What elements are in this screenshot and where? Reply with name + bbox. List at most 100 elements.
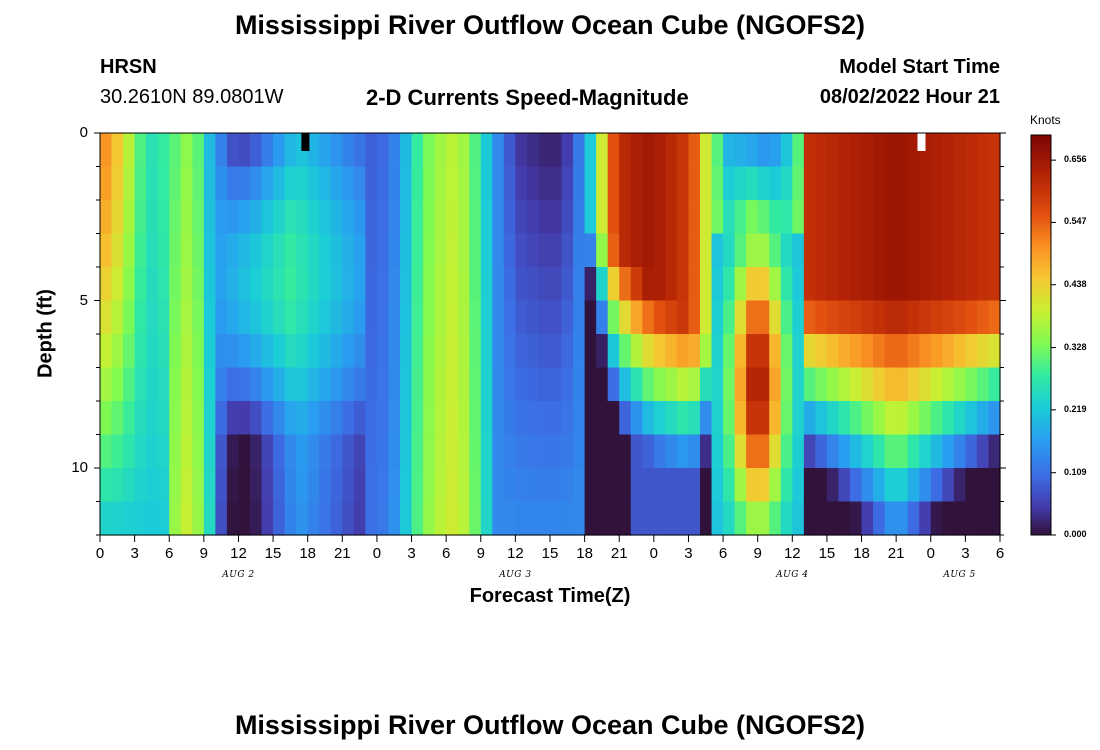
heatmap-cell — [550, 300, 563, 335]
heatmap-cell — [434, 367, 447, 402]
heatmap-cell — [584, 367, 597, 402]
x-tick-label: 6 — [995, 545, 1005, 562]
heatmap-cell — [284, 468, 297, 503]
heatmap-cell — [515, 367, 528, 402]
heatmap-cell — [757, 367, 770, 402]
heatmap-cell — [307, 166, 320, 201]
heatmap-cell — [111, 401, 124, 436]
heatmap-cell — [296, 434, 309, 469]
heatmap-cell — [400, 166, 413, 201]
heatmap-cell — [850, 434, 863, 469]
heatmap-cell — [365, 501, 378, 536]
heatmap-cell — [180, 233, 193, 268]
heatmap-cell — [769, 166, 782, 201]
heatmap-cell — [780, 133, 793, 168]
heatmap-cell — [353, 200, 366, 235]
heatmap-cell — [653, 233, 666, 268]
heatmap-cell — [492, 401, 505, 436]
heatmap-cell — [676, 233, 690, 268]
heatmap-cell — [607, 166, 620, 201]
heatmap-cell — [180, 468, 193, 503]
heatmap-cell — [434, 233, 447, 268]
heatmap-cell — [734, 233, 747, 268]
heatmap-cell — [573, 367, 586, 402]
heatmap-cell — [653, 334, 666, 369]
heatmap-cell — [630, 434, 643, 469]
heatmap-cell — [550, 501, 563, 536]
heatmap-cell — [330, 233, 343, 268]
heatmap-cell — [734, 501, 747, 536]
heatmap-cell — [561, 367, 574, 402]
heatmap-cell — [250, 233, 263, 268]
heatmap-cell — [307, 501, 320, 536]
heatmap-cell — [965, 233, 978, 268]
heatmap-cell — [653, 267, 666, 302]
heatmap-cell — [215, 468, 228, 503]
heatmap-cell — [146, 300, 159, 335]
heatmap-cell — [492, 133, 505, 168]
heatmap-cell — [884, 166, 897, 201]
heatmap-cell — [815, 267, 828, 302]
heatmap-cell — [226, 267, 240, 302]
heatmap-cell — [123, 401, 136, 436]
heatmap-cell — [907, 166, 920, 201]
heatmap-cell — [400, 133, 413, 168]
heatmap-cell — [746, 300, 759, 335]
heatmap-cell — [180, 133, 193, 168]
heatmap-cell — [988, 501, 1001, 536]
heatmap-cell — [284, 501, 297, 536]
x-tick-label: 18 — [576, 545, 593, 562]
heatmap-cell — [873, 468, 886, 503]
heatmap-cell — [376, 233, 390, 268]
heatmap-cell — [192, 401, 205, 436]
y-tick-label: 0 — [79, 124, 88, 141]
x-axis-ticks — [99, 535, 1001, 542]
heatmap-cell — [226, 300, 240, 335]
heatmap-cell — [480, 501, 493, 536]
colorbar-ticks — [1051, 159, 1056, 536]
heatmap-cell — [376, 501, 390, 536]
heatmap-cell — [676, 267, 690, 302]
heatmap-cell — [896, 233, 909, 268]
heatmap-cell — [123, 367, 136, 402]
heatmap-cell — [169, 334, 182, 369]
heatmap-cell — [365, 401, 378, 436]
heatmap-cell — [492, 267, 505, 302]
heatmap-cell — [157, 401, 170, 436]
heatmap-cell — [780, 367, 793, 402]
heatmap-cell — [123, 468, 136, 503]
heatmap-cell — [769, 468, 782, 503]
heatmap-cell — [146, 434, 159, 469]
heatmap-cell — [826, 334, 840, 369]
colorbar-tick-label: 0.219 — [1064, 403, 1087, 414]
heatmap-cell — [607, 434, 620, 469]
heatmap-cell — [261, 133, 274, 168]
heatmap-cell — [526, 200, 540, 235]
heatmap-cell — [942, 501, 955, 536]
heatmap-cell — [769, 434, 782, 469]
heatmap-cell — [526, 334, 540, 369]
heatmap-cell — [861, 133, 874, 168]
heatmap-cell — [180, 501, 193, 536]
heatmap-cell — [365, 200, 378, 235]
heatmap-cell — [688, 501, 701, 536]
heatmap-cell — [538, 501, 551, 536]
heatmap-cell — [942, 334, 955, 369]
heatmap-cell — [907, 233, 920, 268]
heatmap-cell — [838, 200, 851, 235]
chart-subtitle: 2-D Currents Speed-Magnitude — [366, 85, 689, 110]
heatmap-cell — [919, 200, 932, 235]
heatmap-cell — [307, 133, 320, 168]
heatmap-cell — [400, 300, 413, 335]
heatmap-cell — [376, 267, 390, 302]
heatmap-cell — [353, 434, 366, 469]
heatmap-cell — [896, 133, 909, 168]
heatmap-cell — [676, 501, 690, 536]
heatmap-cell — [526, 367, 540, 402]
heatmap-cell — [584, 300, 597, 335]
heatmap-cell — [746, 501, 759, 536]
heatmap-cell — [284, 233, 297, 268]
heatmap-cell — [550, 468, 563, 503]
heatmap-cell — [330, 434, 343, 469]
heatmap-cell — [526, 233, 540, 268]
